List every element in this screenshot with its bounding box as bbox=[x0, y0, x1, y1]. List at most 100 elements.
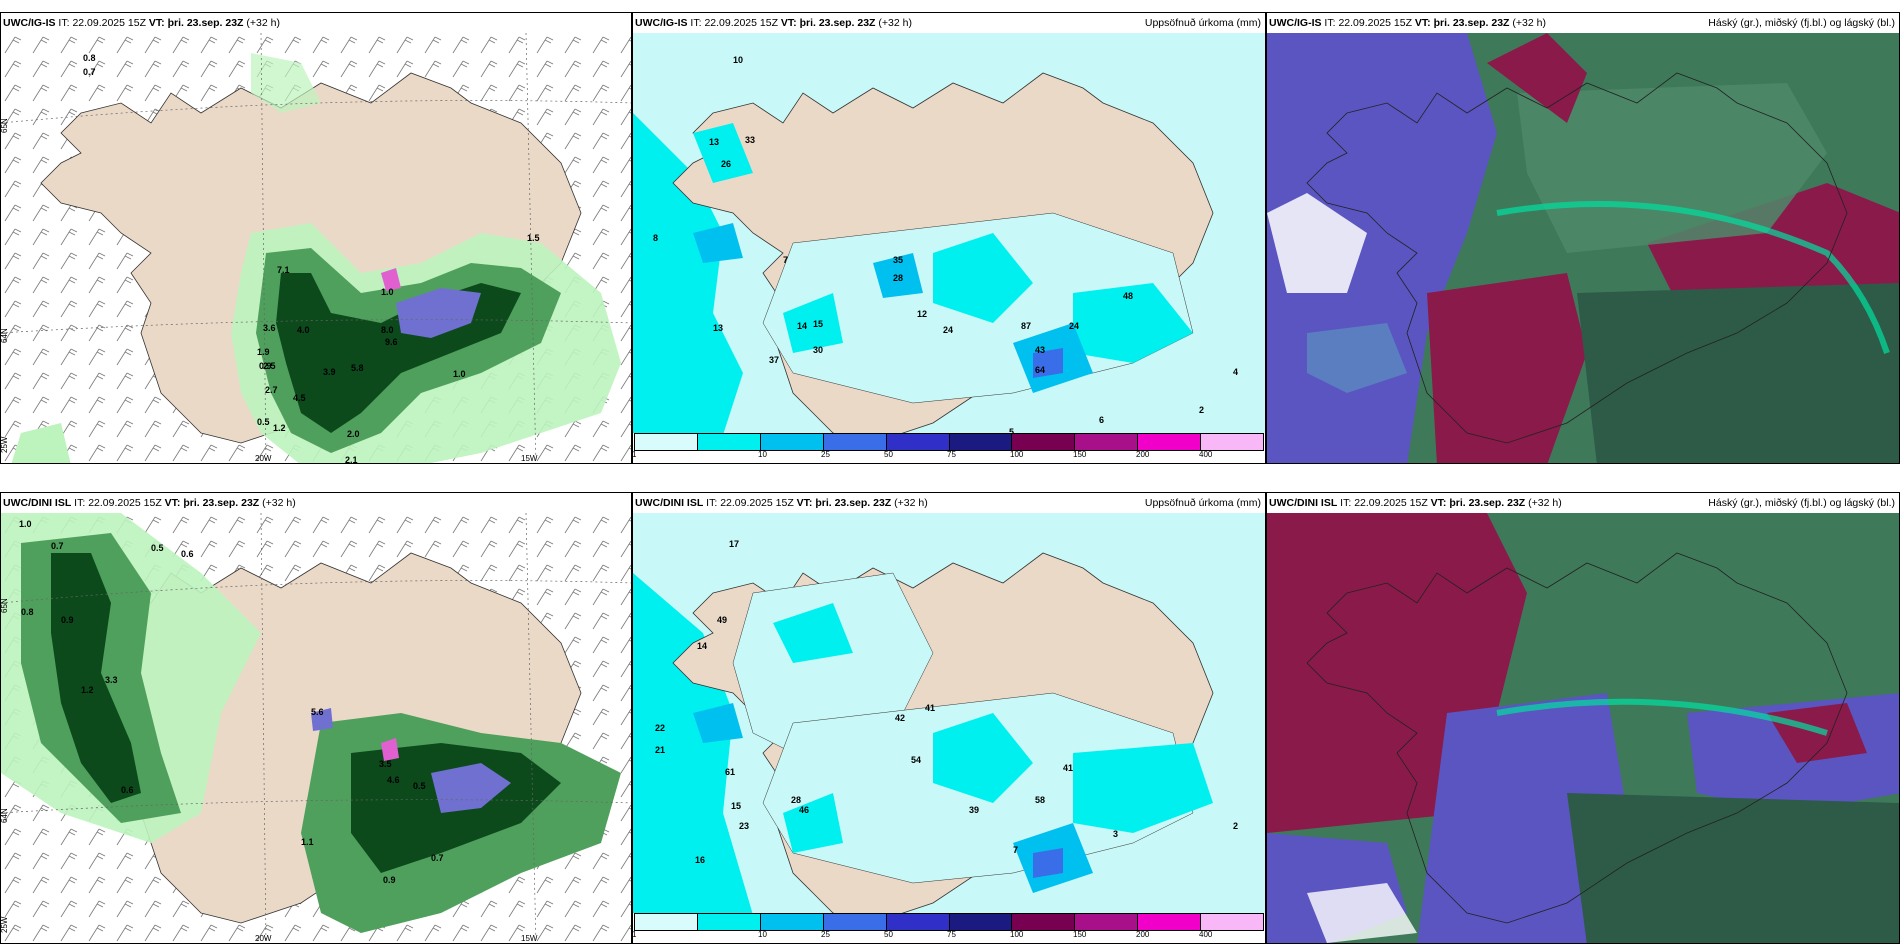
panel-title: UWC/IG-IS IT: 22.09.2025 15Z VT: þri. 23… bbox=[1, 13, 631, 33]
value-label: 5 bbox=[1009, 427, 1014, 435]
panel-title: UWC/IG-IS IT: 22.09.2025 15Z VT: þri. 23… bbox=[633, 13, 1265, 33]
value-label: 15 bbox=[731, 801, 741, 811]
value-label: 41 bbox=[925, 703, 935, 713]
value-label: 15 bbox=[813, 319, 823, 329]
colorbar-cell bbox=[1138, 914, 1202, 930]
value-label: 8.0 bbox=[381, 325, 394, 335]
value-label: 0.8 bbox=[83, 53, 96, 63]
colorbar-cell bbox=[760, 914, 824, 930]
precip-value-labels: 1.0 0.7 0.6 0.8 3.3 0.9 0.5 1.2 5.6 3.5 4.6 0.5 0.7 1… bbox=[19, 519, 444, 885]
value-label: 2.1 bbox=[345, 455, 358, 464]
value-label: 46 bbox=[799, 805, 809, 815]
value-label: 13 bbox=[713, 323, 723, 333]
value-label: 14 bbox=[797, 321, 807, 331]
value-label: 37 bbox=[769, 355, 779, 365]
value-label: 13 bbox=[709, 137, 719, 147]
map-svg bbox=[1267, 33, 1899, 463]
panel-right-title: Uppsöfnuð úrkoma (mm) bbox=[1144, 17, 1261, 29]
value-label: 24 bbox=[943, 325, 953, 335]
colorbar-tick: 25 bbox=[821, 450, 830, 459]
value-label: 0.5 bbox=[413, 781, 426, 791]
value-label: 87 bbox=[1021, 321, 1031, 331]
value-label: 24 bbox=[1069, 321, 1079, 331]
colorbar-tick: 25 bbox=[821, 930, 830, 939]
colorbar-ticks: 1 10 25 50 75 100 150 200 400 bbox=[633, 930, 1264, 942]
value-label: 2.0 bbox=[347, 429, 360, 439]
lat-label-64: 64N bbox=[1, 328, 9, 343]
map-wind-precip[interactable]: 65N 64N 25W 20W 15W 1.0 0.7 0.6 0.8 3.3 0.9 0.… bbox=[1, 513, 631, 943]
colorbar-cell bbox=[1012, 434, 1076, 450]
value-label: 0.7 bbox=[83, 67, 96, 77]
colorbar-cell bbox=[760, 434, 824, 450]
value-label: 39 bbox=[969, 805, 979, 815]
colorbar-cell bbox=[697, 914, 761, 930]
value-label: 14 bbox=[697, 641, 707, 651]
panel-precip-wind-bottom: UWC/DINI ISL IT: 22.09.2025 15Z VT: þri.… bbox=[0, 492, 632, 944]
value-label: 4.5 bbox=[293, 393, 306, 403]
colorbar-tick: 400 bbox=[1199, 450, 1213, 459]
value-label: 5.6 bbox=[311, 707, 324, 717]
value-label: 1.0 bbox=[19, 519, 32, 529]
value-label: 1.0 bbox=[453, 369, 466, 379]
lon-label-15: 15W bbox=[521, 934, 538, 943]
map-clouds[interactable] bbox=[1267, 33, 1899, 463]
value-label: 7 bbox=[783, 255, 788, 265]
colorbar-tick: 150 bbox=[1073, 450, 1087, 459]
value-label: 5.8 bbox=[351, 363, 364, 373]
colorbar-tick: 150 bbox=[1073, 930, 1087, 939]
panel-title: UWC/DINI ISL IT: 22.09.2025 15Z VT: þri.… bbox=[1267, 493, 1899, 513]
value-label: 30 bbox=[813, 345, 823, 355]
colorbar-cell bbox=[697, 434, 761, 450]
panel-cumulative-top: UWC/IG-IS IT: 22.09.2025 15Z VT: þri. 23… bbox=[632, 12, 1266, 464]
value-label: 41 bbox=[1063, 763, 1073, 773]
value-label: 4.0 bbox=[297, 325, 310, 335]
colorbar-cells bbox=[634, 913, 1264, 931]
value-label: 0.5 bbox=[151, 543, 164, 553]
value-label: 8 bbox=[653, 233, 658, 243]
value-label: 0.9 bbox=[383, 875, 396, 885]
value-label: 0.5 bbox=[257, 417, 270, 427]
map-svg: 65N 64N 25W 20W 15W 0.8 0.7 7.1 4.0 3.6 1.9 2.… bbox=[1, 33, 631, 464]
colorbar-tick: 10 bbox=[758, 930, 767, 939]
colorbar-tick: 100 bbox=[1010, 450, 1024, 459]
colorbar-tick: 200 bbox=[1136, 450, 1150, 459]
map-cumulative[interactable]: 17 49 14 22 21 15 23 16 61 46 28 41 42 54 39 41 58 7 3 2 bbox=[633, 513, 1265, 915]
value-label: 48 bbox=[1123, 291, 1133, 301]
value-label: 1.1 bbox=[301, 837, 314, 847]
colorbar-cell bbox=[949, 914, 1013, 930]
value-label: 0.6 bbox=[121, 785, 134, 795]
value-label: 61 bbox=[725, 767, 735, 777]
value-label: 4.6 bbox=[387, 775, 400, 785]
lat-label-65: 65N bbox=[1, 598, 9, 613]
value-label: 58 bbox=[1035, 795, 1045, 805]
colorbar-cell bbox=[1012, 914, 1076, 930]
value-label: 12 bbox=[917, 309, 927, 319]
colorbar-cell bbox=[823, 434, 887, 450]
colorbar: 1 10 25 50 75 100 150 200 400 bbox=[633, 433, 1265, 463]
map-clouds[interactable] bbox=[1267, 513, 1899, 943]
value-label: 1.5 bbox=[527, 233, 540, 243]
value-label: 49 bbox=[717, 615, 727, 625]
value-label: 1.2 bbox=[81, 685, 94, 695]
panel-right-title: Háský (gr.), miðský (fj.bl.) og lágský (… bbox=[1708, 17, 1895, 29]
map-svg: 65N 64N 25W 20W 15W 1.0 0.7 0.6 0.8 3.3 0.9 0.… bbox=[1, 513, 631, 943]
colorbar-tick: 75 bbox=[947, 930, 956, 939]
value-label: 33 bbox=[745, 135, 755, 145]
value-label: 16 bbox=[695, 855, 705, 865]
colorbar-cell bbox=[635, 914, 698, 930]
value-label: 17 bbox=[729, 539, 739, 549]
map-cumulative[interactable]: 10 13 33 26 8 7 35 28 24 43 64 87 48 24 13 15 14 37 30 12 5 6… bbox=[633, 33, 1265, 435]
map-wind-precip[interactable]: 65N 64N 25W 20W 15W 0.8 0.7 7.1 4.0 3.6 1.9 2.… bbox=[1, 33, 631, 463]
value-label: 0.7 bbox=[51, 541, 64, 551]
panel-right-title: Háský (gr.), miðský (fj.bl.) og lágský (… bbox=[1708, 497, 1895, 509]
lon-label-25: 25W bbox=[1, 916, 9, 933]
lon-label-20: 20W bbox=[255, 454, 272, 463]
lon-label-25: 25W bbox=[1, 436, 9, 453]
value-label: 6 bbox=[1099, 415, 1104, 425]
colorbar-cell bbox=[949, 434, 1013, 450]
colorbar-cells bbox=[634, 433, 1264, 451]
